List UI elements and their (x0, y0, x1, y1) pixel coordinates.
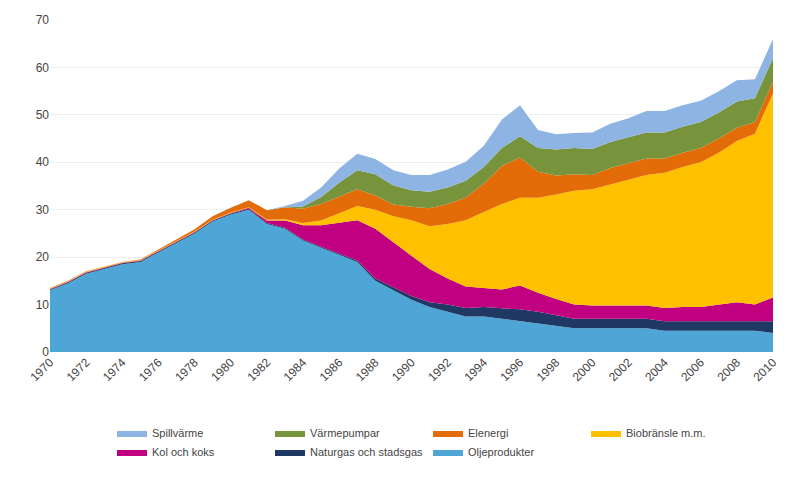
svg-text:1978: 1978 (172, 355, 201, 384)
svg-text:70: 70 (36, 13, 50, 27)
svg-text:1996: 1996 (498, 355, 527, 384)
svg-text:10: 10 (36, 298, 50, 312)
svg-text:2006: 2006 (678, 355, 707, 384)
svg-text:40: 40 (36, 155, 50, 169)
svg-text:2010: 2010 (751, 355, 780, 384)
svg-text:1972: 1972 (64, 355, 93, 384)
svg-text:Elenergi: Elenergi (468, 427, 508, 439)
svg-text:1980: 1980 (208, 355, 237, 384)
svg-text:1976: 1976 (136, 355, 165, 384)
svg-text:20: 20 (36, 250, 50, 264)
svg-text:1990: 1990 (389, 355, 418, 384)
svg-text:50: 50 (36, 108, 50, 122)
svg-text:2008: 2008 (714, 355, 743, 384)
svg-text:2004: 2004 (642, 355, 671, 384)
svg-text:1982: 1982 (244, 355, 273, 384)
svg-text:2002: 2002 (606, 355, 635, 384)
svg-text:Värmepumpar: Värmepumpar (310, 427, 380, 439)
svg-text:1986: 1986 (317, 355, 346, 384)
svg-text:0: 0 (42, 345, 49, 359)
svg-text:1992: 1992 (425, 355, 454, 384)
svg-text:Kol och koks: Kol och koks (152, 446, 215, 458)
svg-text:1988: 1988 (353, 355, 382, 384)
svg-text:30: 30 (36, 203, 50, 217)
svg-text:Oljeprodukter: Oljeprodukter (468, 446, 534, 458)
svg-text:1994: 1994 (461, 355, 490, 384)
svg-text:2000: 2000 (570, 355, 599, 384)
svg-text:Spillvärme: Spillvärme (152, 427, 203, 439)
svg-text:1984: 1984 (281, 355, 310, 384)
svg-text:1998: 1998 (534, 355, 563, 384)
svg-text:1970: 1970 (28, 355, 57, 384)
svg-text:Naturgas och stadsgas: Naturgas och stadsgas (310, 446, 423, 458)
svg-text:60: 60 (36, 61, 50, 75)
svg-text:1974: 1974 (100, 355, 129, 384)
svg-text:Biobränsle m.m.: Biobränsle m.m. (626, 427, 705, 439)
